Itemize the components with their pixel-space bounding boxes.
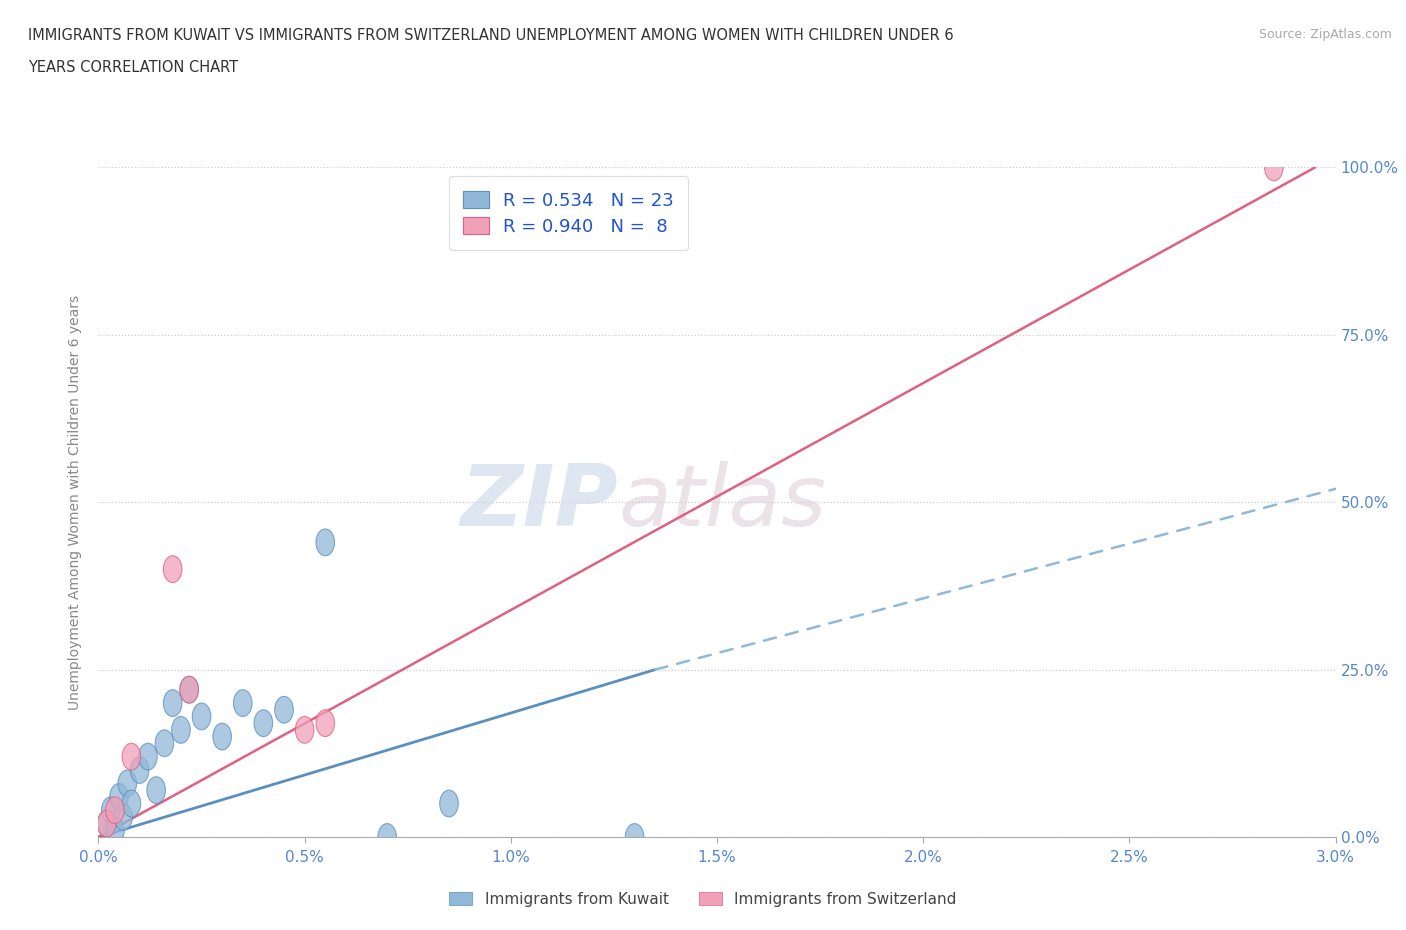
Ellipse shape bbox=[180, 676, 198, 703]
Ellipse shape bbox=[440, 790, 458, 817]
Ellipse shape bbox=[163, 556, 181, 582]
Ellipse shape bbox=[101, 797, 120, 824]
Ellipse shape bbox=[97, 810, 115, 837]
Ellipse shape bbox=[131, 757, 149, 783]
Ellipse shape bbox=[180, 676, 198, 703]
Ellipse shape bbox=[316, 529, 335, 556]
Ellipse shape bbox=[295, 716, 314, 743]
Ellipse shape bbox=[1264, 154, 1284, 180]
Ellipse shape bbox=[118, 770, 136, 797]
Ellipse shape bbox=[122, 790, 141, 817]
Ellipse shape bbox=[233, 690, 252, 716]
Ellipse shape bbox=[155, 730, 174, 757]
Ellipse shape bbox=[114, 804, 132, 830]
Ellipse shape bbox=[97, 810, 115, 837]
Legend: R = 0.534   N = 23, R = 0.940   N =  8: R = 0.534 N = 23, R = 0.940 N = 8 bbox=[449, 177, 689, 250]
Ellipse shape bbox=[274, 697, 294, 724]
Ellipse shape bbox=[316, 710, 335, 737]
Ellipse shape bbox=[163, 690, 181, 716]
Text: atlas: atlas bbox=[619, 460, 827, 544]
Ellipse shape bbox=[122, 743, 141, 770]
Ellipse shape bbox=[626, 824, 644, 850]
Y-axis label: Unemployment Among Women with Children Under 6 years: Unemployment Among Women with Children U… bbox=[69, 295, 83, 710]
Ellipse shape bbox=[105, 817, 124, 844]
Ellipse shape bbox=[146, 777, 166, 804]
Ellipse shape bbox=[172, 716, 190, 743]
Text: Source: ZipAtlas.com: Source: ZipAtlas.com bbox=[1258, 28, 1392, 41]
Ellipse shape bbox=[212, 724, 232, 750]
Text: ZIP: ZIP bbox=[460, 460, 619, 544]
Legend: Immigrants from Kuwait, Immigrants from Switzerland: Immigrants from Kuwait, Immigrants from … bbox=[443, 886, 963, 913]
Text: IMMIGRANTS FROM KUWAIT VS IMMIGRANTS FROM SWITZERLAND UNEMPLOYMENT AMONG WOMEN W: IMMIGRANTS FROM KUWAIT VS IMMIGRANTS FRO… bbox=[28, 28, 953, 43]
Ellipse shape bbox=[105, 797, 124, 824]
Ellipse shape bbox=[110, 783, 128, 810]
Ellipse shape bbox=[378, 824, 396, 850]
Ellipse shape bbox=[139, 743, 157, 770]
Ellipse shape bbox=[193, 703, 211, 730]
Text: YEARS CORRELATION CHART: YEARS CORRELATION CHART bbox=[28, 60, 238, 75]
Ellipse shape bbox=[254, 710, 273, 737]
